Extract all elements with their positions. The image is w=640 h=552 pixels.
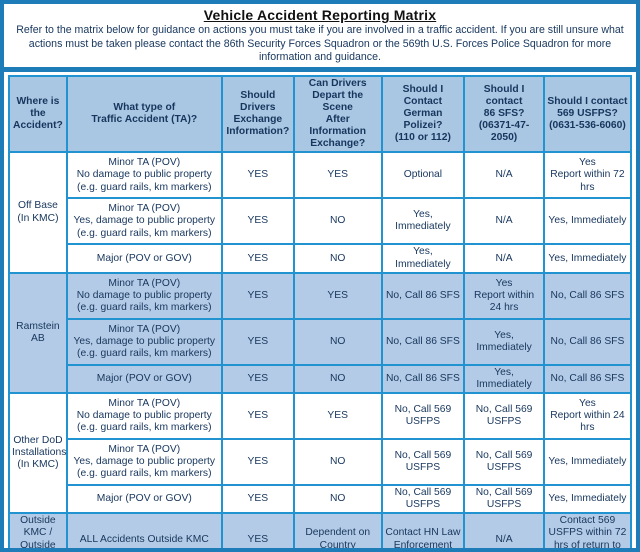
matrix-cell: N/A (463, 243, 545, 274)
matrix-cell: Yes, Immediately (542, 243, 633, 274)
col-header-location: Where is the Accident? (8, 74, 68, 154)
matrix-cell: YES (220, 151, 295, 200)
table-row: Major (POV or GOV) YES NO Yes, Immediate… (9, 243, 633, 274)
matrix-cell: NO (292, 363, 383, 395)
matrix-cell: NO (292, 197, 383, 246)
location-cell: Outside KMC / Outside Germany (8, 512, 68, 548)
matrix-cell: No, Call 569 USFPS (463, 484, 545, 515)
location-cell: Other DoD Installations (In KMC) (8, 392, 68, 515)
section-divider-top (4, 66, 636, 72)
table-row: Minor TA (POV) Yes, damage to public pro… (9, 438, 633, 487)
matrix-cell: No, Call 569 USFPS (463, 438, 545, 487)
matrix-cell: YES (220, 363, 295, 395)
matrix-cell: No, Call 86 SFS (542, 363, 633, 395)
matrix-cell: NO (292, 243, 383, 274)
table-row: Outside KMC / Outside Germany ALL Accide… (8, 512, 633, 548)
matrix-cell: No, Call 569 USFPS (380, 392, 466, 441)
matrix-cell: NO (292, 484, 383, 515)
table-row: Off Base (In KMC) Minor TA (POV) No dama… (8, 151, 633, 274)
matrix-cell: No, Call 86 SFS (380, 271, 466, 320)
col-header-86-sfs: Should I contact 86 SFS? (06371-47-2050) (463, 74, 545, 154)
table-row: Minor TA (POV) Yes, damage to public pro… (9, 197, 633, 246)
matrix-cell: Contact HN Law Enforcement (380, 512, 466, 548)
location-cell: Off Base (In KMC) (8, 151, 68, 274)
table-row: Other DoD Installations (In KMC) Minor T… (8, 392, 633, 515)
table-row: Ramstein AB Minor TA (POV) No damage to … (8, 271, 633, 395)
intro-section: Vehicle Accident Reporting Matrix Refer … (4, 4, 636, 67)
matrix-cell: Yes, Immediately (380, 243, 466, 274)
matrix-cell: Yes, Immediately (542, 484, 633, 515)
matrix-cell: N/A (463, 151, 545, 200)
matrix-cell: YES (292, 392, 383, 441)
matrix-cell: YES (220, 438, 295, 487)
matrix-cell: Yes Report within 24 hrs (463, 271, 545, 320)
matrix-cell: No, Call 569 USFPS (380, 438, 466, 487)
accident-matrix-table: Where is the Accident? What type of Traf… (8, 74, 633, 548)
matrix-cell: No, Call 86 SFS (380, 317, 466, 366)
page-title: Vehicle Accident Reporting Matrix (203, 7, 437, 23)
accident-type-cell: ALL Accidents Outside KMC (65, 512, 223, 548)
matrix-cell: YES (292, 151, 383, 200)
matrix-cell: No, Call 86 SFS (542, 317, 633, 366)
matrix-cell: Yes Report within 72 hrs (542, 151, 633, 200)
accident-type-cell: Major (POV or GOV) (65, 484, 223, 515)
matrix-cell: NO (292, 438, 383, 487)
intro-text: Refer to the matrix below for guidance o… (16, 24, 624, 64)
accident-type-cell: Minor TA (POV) Yes, damage to public pro… (65, 197, 223, 246)
matrix-cell: Yes, Immediately (542, 438, 633, 487)
matrix-cell: Yes, Immediately (380, 197, 466, 246)
matrix-cell: YES (220, 271, 295, 320)
matrix-cell: Yes, Immediately (542, 197, 633, 246)
matrix-cell: Dependent on Country (292, 512, 383, 548)
col-header-accident-type: What type of Traffic Accident (TA)? (65, 74, 223, 154)
matrix-cell: YES (292, 271, 383, 320)
matrix-cell: YES (220, 197, 295, 246)
matrix-cell: N/A (463, 512, 545, 548)
col-header-exchange-info: Should Drivers Exchange Information? (220, 74, 295, 154)
accident-type-cell: Minor TA (POV) No damage to public prope… (65, 392, 223, 441)
location-cell: Ramstein AB (8, 271, 68, 395)
table-row: Minor TA (POV) Yes, damage to public pro… (9, 317, 633, 366)
matrix-cell: Optional (380, 151, 466, 200)
table-row: Major (POV or GOV) YES NO No, Call 569 U… (9, 484, 633, 515)
matrix-cell: Yes Report within 24 hrs (542, 392, 633, 441)
matrix-cell: Yes, Immediately (463, 363, 545, 395)
matrix-cell: No, Call 86 SFS (380, 363, 466, 395)
matrix-cell: YES (220, 392, 295, 441)
col-header-depart-scene: Can Drivers Depart the Scene After Infor… (292, 74, 383, 154)
accident-type-cell: Minor TA (POV) No damage to public prope… (65, 151, 223, 200)
matrix-cell: YES (220, 512, 295, 548)
table-row: Major (POV or GOV) YES NO No, Call 86 SF… (9, 363, 633, 395)
matrix-cell: Contact 569 USFPS within 72 hrs of retur… (542, 512, 633, 548)
matrix-cell: YES (220, 484, 295, 515)
accident-type-cell: Major (POV or GOV) (65, 363, 223, 395)
matrix-cell: Yes, Immediately (463, 317, 545, 366)
accident-type-cell: Minor TA (POV) Yes, damage to public pro… (65, 438, 223, 487)
header-row: Where is the Accident? What type of Traf… (8, 74, 633, 154)
matrix-cell: YES (220, 317, 295, 366)
accident-type-cell: Major (POV or GOV) (65, 243, 223, 274)
matrix-table-wrap: Where is the Accident? What type of Traf… (4, 72, 636, 548)
matrix-cell: No, Call 86 SFS (542, 271, 633, 320)
matrix-cell: YES (220, 243, 295, 274)
col-header-german-polizei: Should I Contact German Polizei? (110 or… (380, 74, 466, 154)
matrix-cell: No, Call 569 USFPS (380, 484, 466, 515)
accident-type-cell: Minor TA (POV) Yes, damage to public pro… (65, 317, 223, 366)
col-header-569-usfps: Should I contact 569 USFPS? (0631-536-60… (542, 74, 633, 154)
matrix-cell: NO (292, 317, 383, 366)
matrix-cell: No, Call 569 USFPS (463, 392, 545, 441)
matrix-cell: N/A (463, 197, 545, 246)
accident-type-cell: Minor TA (POV) No damage to public prope… (65, 271, 223, 320)
